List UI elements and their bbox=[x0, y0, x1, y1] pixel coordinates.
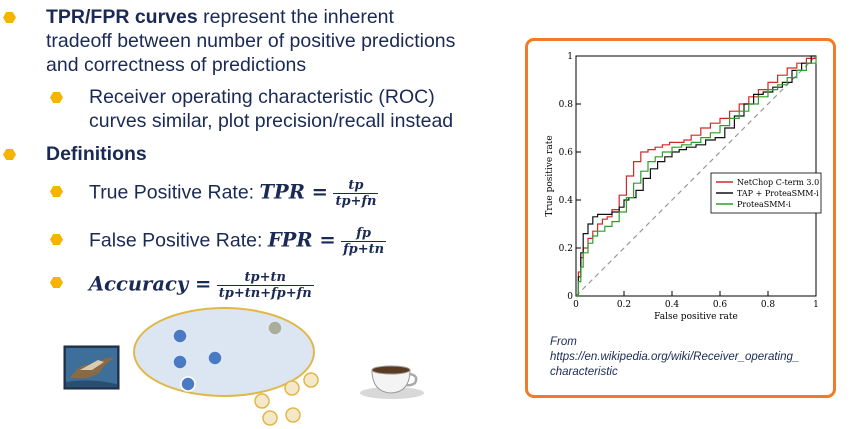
tpr-numerator: tp bbox=[333, 178, 379, 194]
series-line-1 bbox=[576, 56, 817, 297]
series-line-3 bbox=[576, 56, 817, 297]
y-tick-label: 0.2 bbox=[559, 244, 573, 254]
true-negative-dot bbox=[284, 380, 300, 396]
false-positive-dot bbox=[267, 320, 283, 336]
fpr-fraction: fp fp+tn bbox=[341, 226, 387, 257]
caption-from: From bbox=[550, 336, 577, 348]
accuracy-fraction: tp+tn tp+tn+fp+fn bbox=[216, 270, 314, 301]
fpr-lhs: FPR = bbox=[267, 228, 336, 252]
fpr-label: False Positive Rate: bbox=[89, 229, 268, 252]
y-tick-label: 0.4 bbox=[559, 196, 574, 206]
accuracy-lhs: Accuracy = bbox=[89, 272, 212, 296]
bullet-marker bbox=[50, 277, 63, 288]
roc-chart: 0 0.2 0.4 0.6 0.8 1 0 0.2 0.4 0.6 0.8 1 False positi… bbox=[545, 52, 822, 322]
false-negative-dot bbox=[180, 376, 196, 392]
true-negative-dot bbox=[285, 407, 301, 423]
y-tick-label: 0.6 bbox=[559, 148, 574, 158]
tpr-fpr-curves-term: TPR/FPR curves bbox=[46, 6, 198, 28]
fpr-numerator: fp bbox=[341, 226, 387, 242]
true-positive-dot bbox=[207, 350, 223, 366]
fpr-denominator: fp+tn bbox=[343, 242, 385, 257]
random-classifier-diagonal bbox=[575, 55, 817, 297]
tpr-fraction: tp tp+fn bbox=[333, 178, 379, 209]
legend-label: NetChop C-term 3.0 bbox=[737, 178, 819, 187]
accuracy-numerator: tp+tn bbox=[216, 270, 314, 286]
bullet-1-text: represent the inherent bbox=[197, 6, 394, 28]
true-positive-dot bbox=[172, 354, 188, 370]
bullet-1-line-2: tradeoff between number of positive pred… bbox=[46, 30, 456, 52]
y-tick-label: 1 bbox=[567, 52, 573, 62]
coffee-cup-icon bbox=[360, 365, 424, 399]
bird-photo-icon bbox=[63, 345, 120, 390]
bullet-marker bbox=[50, 234, 63, 245]
definitions-heading: Definitions bbox=[46, 143, 147, 165]
tpr-lhs: TPR = bbox=[259, 180, 329, 204]
bullet-1-line-1: TPR/FPR curves represent the inherent bbox=[46, 6, 394, 29]
x-tick-label: 0.4 bbox=[665, 300, 680, 310]
y-axis-label: True positive rate bbox=[545, 135, 555, 216]
bullet-marker bbox=[3, 12, 16, 23]
x-tick-label: 0.6 bbox=[713, 300, 728, 310]
figure-caption: From https://en.wikipedia.org/wiki/Recei… bbox=[550, 335, 799, 380]
caption-url-line-2[interactable]: characteristic bbox=[550, 366, 618, 378]
y-tick-label: 0.8 bbox=[559, 100, 574, 110]
y-tick-label: 0 bbox=[567, 292, 573, 302]
true-negative-dot bbox=[262, 410, 278, 426]
x-tick-label: 0.8 bbox=[761, 300, 776, 310]
dots bbox=[172, 320, 319, 426]
sub-bullet-roc-line-2: curves similar, plot precision/recall in… bbox=[89, 110, 454, 132]
x-tick-label: 1 bbox=[813, 300, 819, 310]
tpr-label: True Positive Rate: bbox=[89, 181, 260, 204]
true-positive-dot bbox=[172, 328, 188, 344]
true-negative-dot bbox=[303, 372, 319, 388]
legend-label: ProteaSMM-i bbox=[737, 200, 791, 209]
accuracy-definition: Accuracy = tp+tn tp+tn+fp+fn bbox=[89, 270, 314, 301]
tpr-definition: True Positive Rate: TPR = tp tp+fn bbox=[89, 178, 379, 209]
accuracy-denominator: tp+tn+fp+fn bbox=[218, 286, 312, 301]
true-negative-dot bbox=[254, 393, 270, 409]
bullet-marker bbox=[50, 92, 63, 103]
x-axis-label: False positive rate bbox=[654, 312, 738, 322]
fpr-definition: False Positive Rate: FPR = fp fp+tn bbox=[89, 226, 387, 257]
legend-label: TAP + ProteaSMM-i bbox=[737, 189, 819, 198]
illustration bbox=[63, 307, 424, 426]
bullet-marker bbox=[50, 186, 63, 197]
x-tick-label: 0 bbox=[573, 300, 579, 310]
bullet-marker bbox=[3, 149, 16, 160]
bullet-1-line-3: and correctness of predictions bbox=[46, 54, 307, 76]
series-line-2 bbox=[576, 55, 816, 297]
x-tick-label: 0.2 bbox=[617, 300, 631, 310]
tpr-denominator: tp+fn bbox=[335, 194, 377, 209]
sub-bullet-roc-line-1: Receiver operating characteristic (ROC) bbox=[89, 86, 435, 108]
caption-url-line-1[interactable]: https://en.wikipedia.org/wiki/Receiver_o… bbox=[550, 351, 800, 363]
